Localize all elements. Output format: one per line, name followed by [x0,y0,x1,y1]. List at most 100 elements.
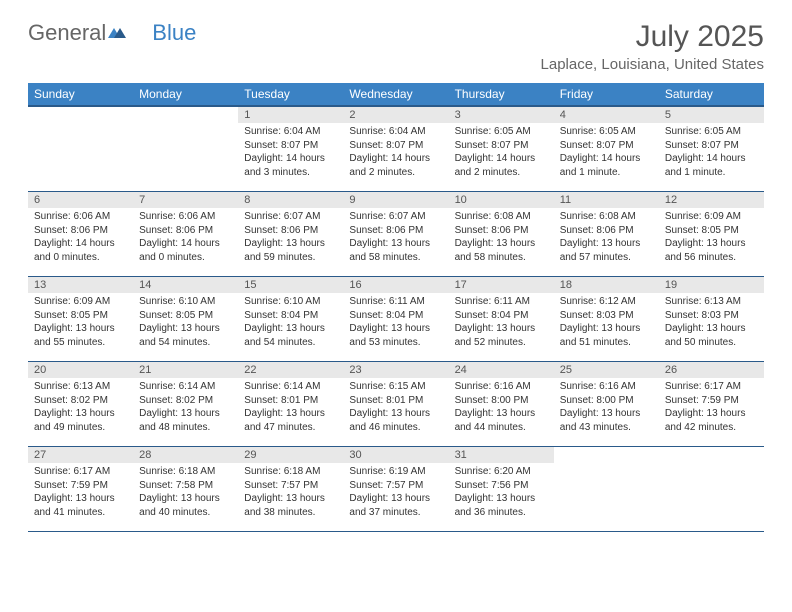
calendar-day: 25Sunrise: 6:16 AMSunset: 8:00 PMDayligh… [554,362,659,447]
calendar-head: SundayMondayTuesdayWednesdayThursdayFrid… [28,83,764,106]
calendar-day: 30Sunrise: 6:19 AMSunset: 7:57 PMDayligh… [343,447,448,532]
day-number: 14 [133,277,238,293]
day-details: Sunrise: 6:10 AMSunset: 8:04 PMDaylight:… [238,293,343,353]
day-number: 7 [133,192,238,208]
day-details: Sunrise: 6:16 AMSunset: 8:00 PMDaylight:… [554,378,659,438]
day-number: 3 [449,107,554,123]
day-details: Sunrise: 6:13 AMSunset: 8:03 PMDaylight:… [659,293,764,353]
title-block: July 2025 Laplace, Louisiana, United Sta… [541,20,764,73]
calendar-day: 20Sunrise: 6:13 AMSunset: 8:02 PMDayligh… [28,362,133,447]
calendar-day: 27Sunrise: 6:17 AMSunset: 7:59 PMDayligh… [28,447,133,532]
location-text: Laplace, Louisiana, United States [541,56,764,73]
calendar-day: 1Sunrise: 6:04 AMSunset: 8:07 PMDaylight… [238,106,343,192]
day-number: 4 [554,107,659,123]
day-details: Sunrise: 6:13 AMSunset: 8:02 PMDaylight:… [28,378,133,438]
calendar-week: 13Sunrise: 6:09 AMSunset: 8:05 PMDayligh… [28,277,764,362]
day-details: Sunrise: 6:06 AMSunset: 8:06 PMDaylight:… [133,208,238,268]
day-details: Sunrise: 6:17 AMSunset: 7:59 PMDaylight:… [28,463,133,523]
day-number: 25 [554,362,659,378]
calendar-week: 27Sunrise: 6:17 AMSunset: 7:59 PMDayligh… [28,447,764,532]
day-header: Friday [554,83,659,106]
day-number: 19 [659,277,764,293]
day-details: Sunrise: 6:12 AMSunset: 8:03 PMDaylight:… [554,293,659,353]
calendar-day: 31Sunrise: 6:20 AMSunset: 7:56 PMDayligh… [449,447,554,532]
day-details: Sunrise: 6:08 AMSunset: 8:06 PMDaylight:… [449,208,554,268]
calendar-day: 15Sunrise: 6:10 AMSunset: 8:04 PMDayligh… [238,277,343,362]
day-number: 9 [343,192,448,208]
day-number: 24 [449,362,554,378]
calendar-day [133,106,238,192]
day-details: Sunrise: 6:17 AMSunset: 7:59 PMDaylight:… [659,378,764,438]
day-header: Thursday [449,83,554,106]
day-number: 10 [449,192,554,208]
day-header: Monday [133,83,238,106]
calendar-day [554,447,659,532]
calendar-day: 18Sunrise: 6:12 AMSunset: 8:03 PMDayligh… [554,277,659,362]
day-details: Sunrise: 6:07 AMSunset: 8:06 PMDaylight:… [238,208,343,268]
calendar-week: 6Sunrise: 6:06 AMSunset: 8:06 PMDaylight… [28,192,764,277]
month-title: July 2025 [541,20,764,54]
day-details: Sunrise: 6:05 AMSunset: 8:07 PMDaylight:… [449,123,554,183]
brand-part2: Blue [152,20,196,46]
day-details: Sunrise: 6:10 AMSunset: 8:05 PMDaylight:… [133,293,238,353]
calendar-day: 2Sunrise: 6:04 AMSunset: 8:07 PMDaylight… [343,106,448,192]
calendar-table: SundayMondayTuesdayWednesdayThursdayFrid… [28,83,764,532]
day-details: Sunrise: 6:07 AMSunset: 8:06 PMDaylight:… [343,208,448,268]
day-details: Sunrise: 6:11 AMSunset: 8:04 PMDaylight:… [449,293,554,353]
day-number: 28 [133,447,238,463]
calendar-day: 4Sunrise: 6:05 AMSunset: 8:07 PMDaylight… [554,106,659,192]
day-details: Sunrise: 6:15 AMSunset: 8:01 PMDaylight:… [343,378,448,438]
calendar-day: 5Sunrise: 6:05 AMSunset: 8:07 PMDaylight… [659,106,764,192]
brand-flag-icon [108,20,126,46]
calendar-day: 9Sunrise: 6:07 AMSunset: 8:06 PMDaylight… [343,192,448,277]
day-number: 17 [449,277,554,293]
day-number: 6 [28,192,133,208]
brand-logo: General Blue [28,20,196,46]
calendar-day: 17Sunrise: 6:11 AMSunset: 8:04 PMDayligh… [449,277,554,362]
day-number: 30 [343,447,448,463]
day-details: Sunrise: 6:14 AMSunset: 8:01 PMDaylight:… [238,378,343,438]
day-details: Sunrise: 6:06 AMSunset: 8:06 PMDaylight:… [28,208,133,268]
day-details: Sunrise: 6:19 AMSunset: 7:57 PMDaylight:… [343,463,448,523]
day-details: Sunrise: 6:11 AMSunset: 8:04 PMDaylight:… [343,293,448,353]
day-number: 31 [449,447,554,463]
day-header: Saturday [659,83,764,106]
day-details: Sunrise: 6:16 AMSunset: 8:00 PMDaylight:… [449,378,554,438]
day-details: Sunrise: 6:04 AMSunset: 8:07 PMDaylight:… [238,123,343,183]
day-details: Sunrise: 6:05 AMSunset: 8:07 PMDaylight:… [554,123,659,183]
day-details: Sunrise: 6:08 AMSunset: 8:06 PMDaylight:… [554,208,659,268]
calendar-day: 13Sunrise: 6:09 AMSunset: 8:05 PMDayligh… [28,277,133,362]
calendar-week: 1Sunrise: 6:04 AMSunset: 8:07 PMDaylight… [28,106,764,192]
calendar-day: 16Sunrise: 6:11 AMSunset: 8:04 PMDayligh… [343,277,448,362]
calendar-day: 23Sunrise: 6:15 AMSunset: 8:01 PMDayligh… [343,362,448,447]
day-number: 12 [659,192,764,208]
calendar-body: 1Sunrise: 6:04 AMSunset: 8:07 PMDaylight… [28,106,764,532]
day-number: 13 [28,277,133,293]
calendar-day: 3Sunrise: 6:05 AMSunset: 8:07 PMDaylight… [449,106,554,192]
day-number: 20 [28,362,133,378]
calendar-day: 8Sunrise: 6:07 AMSunset: 8:06 PMDaylight… [238,192,343,277]
day-number: 1 [238,107,343,123]
day-details: Sunrise: 6:14 AMSunset: 8:02 PMDaylight:… [133,378,238,438]
day-number: 23 [343,362,448,378]
day-number: 18 [554,277,659,293]
day-number: 11 [554,192,659,208]
brand-part1: General [28,20,106,46]
calendar-day: 22Sunrise: 6:14 AMSunset: 8:01 PMDayligh… [238,362,343,447]
calendar-day: 28Sunrise: 6:18 AMSunset: 7:58 PMDayligh… [133,447,238,532]
day-number: 27 [28,447,133,463]
day-details: Sunrise: 6:20 AMSunset: 7:56 PMDaylight:… [449,463,554,523]
day-number: 16 [343,277,448,293]
day-number: 21 [133,362,238,378]
day-number: 5 [659,107,764,123]
day-number: 15 [238,277,343,293]
calendar-day: 26Sunrise: 6:17 AMSunset: 7:59 PMDayligh… [659,362,764,447]
day-number: 22 [238,362,343,378]
day-details: Sunrise: 6:18 AMSunset: 7:57 PMDaylight:… [238,463,343,523]
day-header: Sunday [28,83,133,106]
calendar-day: 6Sunrise: 6:06 AMSunset: 8:06 PMDaylight… [28,192,133,277]
calendar-day: 14Sunrise: 6:10 AMSunset: 8:05 PMDayligh… [133,277,238,362]
calendar-day: 19Sunrise: 6:13 AMSunset: 8:03 PMDayligh… [659,277,764,362]
day-number: 26 [659,362,764,378]
calendar-day [28,106,133,192]
